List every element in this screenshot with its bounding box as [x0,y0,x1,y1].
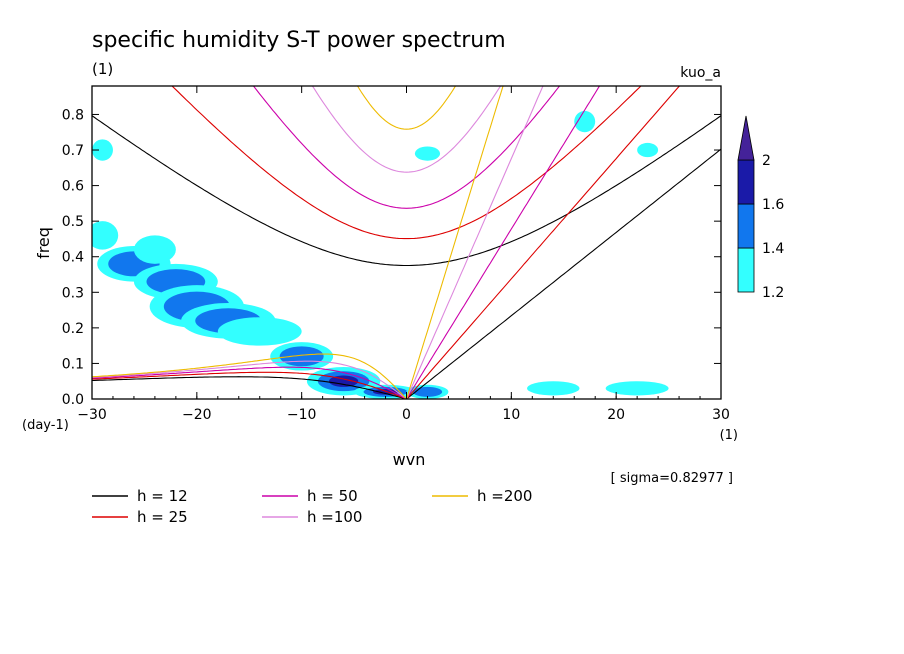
y-tick-label: 0.1 [62,356,84,372]
legend: h = 12 h = 25 h = 50 h =100 h =200 [92,487,532,526]
chart-title: specific humidity S-T power spectrum [92,28,506,53]
subtitle-right: kuo_a [680,65,721,81]
colorbar-swatch [737,159,755,205]
dispersion-curve-h100 [92,360,408,399]
contour-patch [133,235,176,264]
dispersion-curve-h200 [356,86,457,130]
x-unit-label: (1) [720,428,738,443]
dispersion-curve-h12 [406,148,721,399]
x-tick-label: 10 [502,407,520,423]
dispersion-curve-h200 [92,353,408,399]
contour-patch [414,146,441,161]
legend-label: h = 12 [137,487,188,505]
y-unit-label: (day-1) [22,418,69,433]
dispersion-curve-h12 [92,115,721,267]
colorbar-level-label: 1.2 [762,285,784,301]
contour-patch [412,386,443,397]
legend-label: h =100 [307,508,362,526]
y-tick-label: 0.7 [62,143,84,159]
colorbar-level-label: 1.6 [762,197,784,213]
y-tick-label: 0.3 [62,285,84,301]
x-tick-label: −30 [77,407,107,423]
axis-ticks: −30 −20 −10 0 10 20 30 0.0 0.1 0.2 0.3 0.4 0.5 0.6 0.7… [62,86,730,423]
dispersion-curve-h200 [405,86,504,399]
contour-patch [605,381,669,396]
x-tick-label: 30 [712,407,730,423]
y-tick-label: 0.5 [62,214,84,230]
contour-patch [217,317,302,346]
colorbar-swatch [737,203,755,249]
contour-patch [527,381,580,396]
colorbar: 1.2 1.4 1.6 2 [737,115,784,301]
dispersion-curve-h50 [406,86,601,399]
sigma-note: [ sigma=0.82977 ] [611,471,733,486]
contour-patch [279,346,324,367]
dispersion-curve-h25 [171,86,642,240]
dispersion-curve-h100 [311,86,502,173]
x-tick-label: −20 [182,407,212,423]
contour-patch [92,221,119,250]
y-tick-label: 0.0 [62,392,84,408]
legend-label: h = 50 [307,487,358,505]
y-tick-label: 0.4 [62,250,84,266]
contour-patch [637,142,659,158]
legend-label: h =200 [477,487,532,505]
contour-shading [92,110,669,399]
legend-label: h = 25 [137,508,188,526]
x-tick-label: 0 [402,407,411,423]
x-tick-label: 20 [607,407,625,423]
colorbar-swatch [737,247,755,293]
x-axis-label: wvn [393,450,426,469]
dispersion-curve-h50 [252,86,561,209]
dispersion-curve-h25 [92,371,409,399]
dispersion-curve-h25 [406,86,681,399]
contour-patch [92,139,113,161]
contour-patch [328,375,359,387]
dispersion-curve-h100 [405,86,544,399]
y-tick-label: 0.6 [62,179,84,195]
subtitle-left: (1) [92,60,113,78]
x-tick-label: −10 [287,407,317,423]
plot-frame [91,85,722,400]
y-axis-label: freq [34,227,53,259]
colorbar-arrow [737,115,755,161]
colorbar-level-label: 2 [762,153,771,169]
y-tick-label: 0.2 [62,321,84,337]
dispersion-curves [92,86,721,399]
dispersion-curve-h12 [92,376,409,399]
y-tick-label: 0.8 [62,107,84,123]
contour-patch [574,110,596,133]
colorbar-level-label: 1.4 [762,241,784,257]
dispersion-curve-h50 [92,366,408,399]
